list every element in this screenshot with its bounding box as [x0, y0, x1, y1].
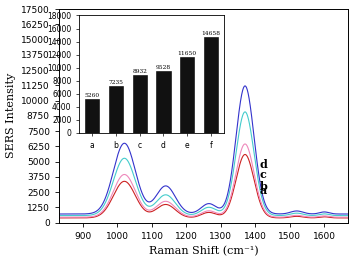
- Text: c: c: [260, 169, 267, 180]
- Text: d: d: [260, 159, 268, 170]
- Y-axis label: SERS Intensity: SERS Intensity: [6, 73, 16, 159]
- Text: a: a: [260, 185, 267, 196]
- Text: b: b: [260, 181, 268, 192]
- X-axis label: Raman Shift (cm⁻¹): Raman Shift (cm⁻¹): [149, 246, 258, 256]
